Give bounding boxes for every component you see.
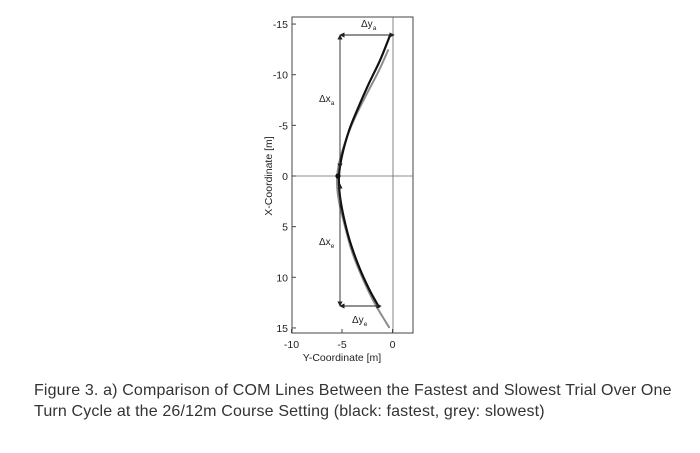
delta-x-e-subscript: e [331, 243, 335, 250]
y-tick-label: 5 [282, 222, 288, 234]
x-tick-label: -5 [337, 339, 346, 351]
y-tick-label: 10 [276, 272, 288, 284]
slowest-com-line [335, 48, 391, 329]
figure: -10 -5 0 -15 -10 -5 0 5 10 15 Δya Δxa Δxe Δye Y-Coor… [263, 16, 414, 364]
delta-y-a-symbol: Δy [361, 19, 373, 30]
x-tick-label: -10 [284, 339, 299, 351]
figure-caption: Figure 3. a) Comparison of COM Lines Bet… [34, 382, 672, 420]
delta-y-e-subscript: e [364, 321, 368, 328]
delta-y-e-symbol: Δy [352, 315, 364, 326]
y-tick-label: 15 [276, 323, 288, 335]
y-axis-label: X-Coordinate [m] [263, 136, 275, 215]
fastest-com-line [337, 33, 392, 309]
delta-y-a-subscript: a [373, 25, 377, 32]
delta-x-e-symbol: Δx [319, 237, 331, 248]
y-tick-label: 0 [282, 171, 288, 183]
delta-y-a-label: Δya [361, 19, 377, 32]
turn-point-marker [335, 173, 341, 179]
x-axis-label: Y-Coordinate [m] [303, 352, 381, 364]
delta-x-e-label: Δxe [319, 237, 335, 250]
delta-y-e-label: Δye [352, 315, 368, 328]
y-tick-label: -15 [273, 19, 288, 31]
delta-x-a-label: Δxa [319, 94, 335, 107]
y-tick-label: -10 [273, 70, 288, 82]
y-tick-label: -5 [279, 120, 288, 132]
plot-frame [291, 16, 414, 334]
delta-x-a-subscript: a [331, 100, 335, 107]
x-tick-label: 0 [390, 339, 396, 351]
delta-x-a-symbol: Δx [319, 94, 331, 105]
